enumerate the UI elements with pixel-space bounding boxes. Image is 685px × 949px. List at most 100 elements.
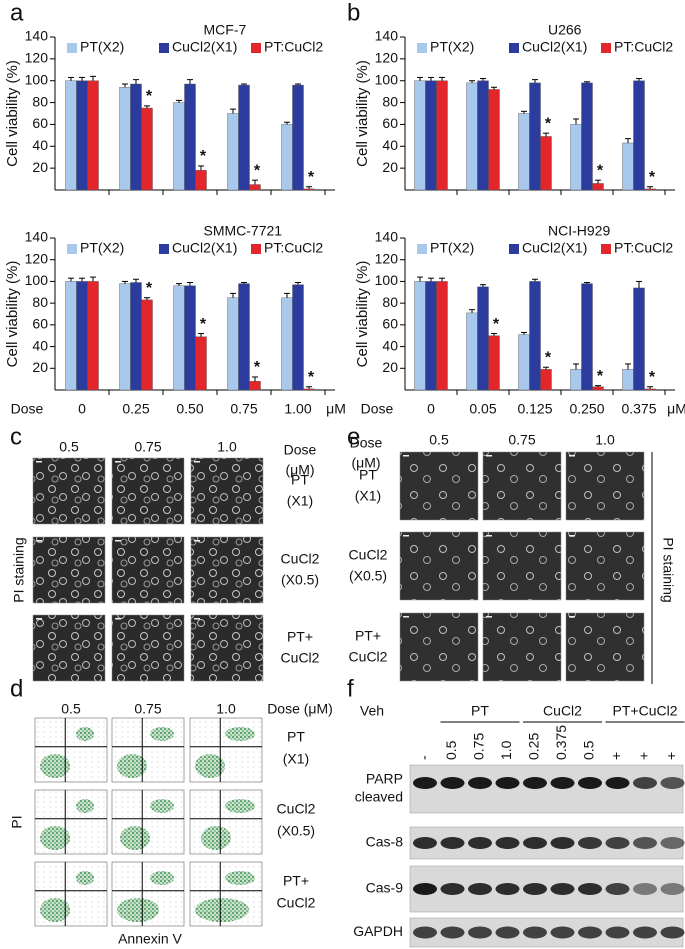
lane-label: 0.25 [526,733,542,760]
legend-label: CuCl2(X1) [172,240,237,256]
lane-label: 0.375 [553,725,569,760]
error-bar [543,366,549,370]
y-tick-label: 100 [25,272,49,288]
legend-swatch [251,43,261,53]
bar [65,281,77,391]
micrograph [399,612,479,682]
flow-cloud [76,727,94,741]
bar [518,334,530,391]
bar [414,281,426,391]
chart-title: U266 [548,22,582,38]
scale-bar [115,618,121,620]
dose-unit-label: (μM) [351,455,380,471]
legend-swatch [251,244,261,254]
scale-bar [194,461,200,463]
blot-band [440,777,465,789]
error-bar [144,105,150,109]
scale-bar [115,540,121,542]
bar [540,136,552,191]
row-label: (X0.5) [349,568,387,584]
chart-title: SMMC-7721 [204,223,283,239]
dose-label: 1.0 [595,432,615,448]
lane-label: + [636,752,652,760]
x-tick-label: 0.25 [122,401,149,417]
dose-label: 0.75 [134,439,161,455]
y-tick-label: 60 [382,115,398,131]
row-label: CuCl2 [349,547,388,563]
legend-label: CuCl2(X1) [522,39,587,55]
error-bar [491,86,497,90]
blot-band [523,926,547,939]
blot-band [633,883,657,895]
error-bar [79,277,85,282]
bar [65,80,77,191]
bar [477,80,489,191]
blot-band [578,837,602,849]
x-unit: μM [667,401,685,417]
legend-swatch [509,43,519,53]
error-bar [636,280,642,288]
error-bar [176,99,182,103]
y-tick-label: 140 [375,28,399,44]
blot-band [550,926,575,939]
significance-mark: * [545,115,552,132]
bar [173,102,185,191]
y-tick-label: 40 [32,337,48,353]
dose-label: 0.5 [59,439,79,455]
side-label: PI staining [11,537,27,602]
y-tick-label: 20 [32,359,48,375]
micrograph [190,536,264,604]
micrograph [190,457,264,525]
micrograph [482,451,562,521]
legend-label: PT:CuCl2 [614,240,673,256]
blot-band [550,883,575,895]
micrograph [111,536,185,604]
dose-unit-label: (μM) [285,462,314,478]
error-bar [469,80,475,83]
error-bar [90,75,96,81]
micrograph [190,614,264,682]
blot-band [605,837,630,849]
scale-bar [569,455,575,457]
bar [622,142,634,191]
y-tick-label: 40 [382,337,398,353]
error-bar [469,309,475,313]
micrograph [32,614,106,682]
error-bar [122,83,128,88]
x-tick-label: 0.375 [621,401,656,417]
error-bar [122,280,128,284]
blot-band [605,883,630,895]
blot-band [468,837,492,849]
legend-label: PT(X2) [430,240,474,256]
legend-swatch [509,244,519,254]
x-axis-label: Annexin V [118,931,182,947]
bar [592,386,604,391]
error-bar [480,78,486,81]
legend-swatch [159,43,169,53]
bar [414,80,426,191]
error-bar [144,297,150,300]
bar [130,83,142,191]
lane-label: - [416,755,432,760]
blot-band [605,926,630,939]
y-tick-label: 40 [32,137,48,153]
y-tick-label: 20 [382,359,398,375]
y-axis-label: Cell viability (%) [354,261,371,368]
y-tick-label: 60 [32,316,48,332]
error-bar [68,277,74,282]
x-tick-label: 1.00 [284,401,311,417]
error-bar [252,376,258,382]
bar [184,285,196,391]
significance-mark: * [146,280,153,297]
row-label: (X1) [283,751,309,767]
bar [633,80,645,191]
bar [281,297,293,391]
blot-band [523,777,547,789]
bar [227,113,239,191]
y-tick-label: 40 [382,137,398,153]
bar [87,281,99,391]
row-label: PT+ [287,629,313,645]
error-bar [295,282,301,285]
bar [488,335,500,391]
micrograph [32,536,106,604]
